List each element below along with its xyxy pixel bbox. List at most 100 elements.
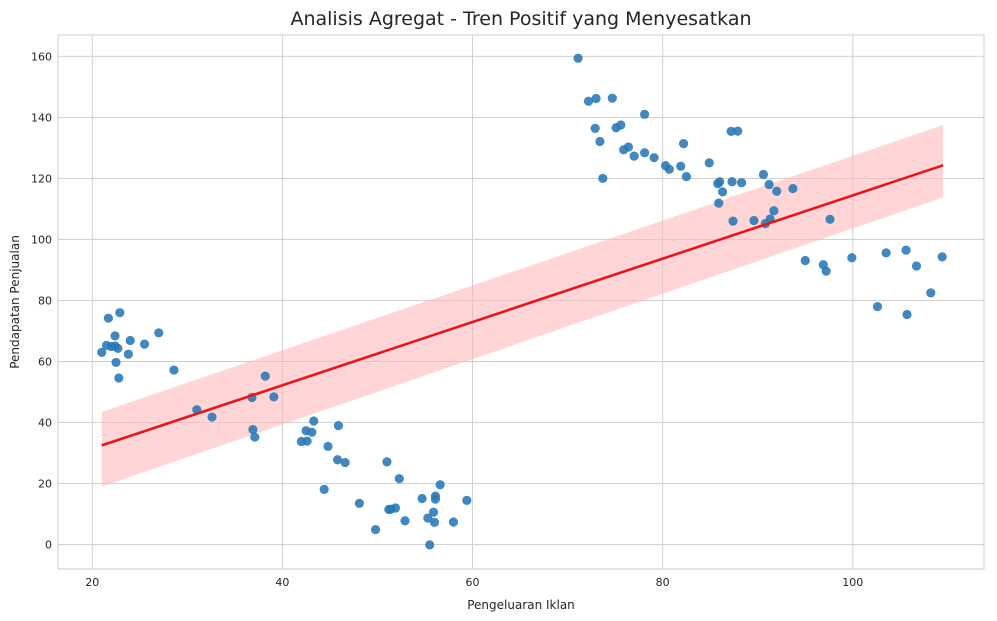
data-point — [639, 148, 650, 158]
data-point — [926, 288, 936, 298]
data-point — [764, 179, 774, 190]
x-tick-label: 40 — [275, 576, 289, 589]
chart-title: Analisis Agregat - Tren Positif yang Men… — [290, 8, 751, 30]
data-point — [649, 153, 659, 163]
data-point — [323, 441, 333, 451]
plot-frame — [57, 34, 985, 570]
data-point — [714, 198, 724, 208]
data-point — [115, 308, 125, 318]
data-points — [97, 53, 947, 550]
y-tick-label: 140 — [31, 111, 52, 124]
data-point — [382, 457, 392, 467]
data-point — [269, 392, 279, 402]
data-point — [435, 480, 445, 490]
data-point — [302, 436, 312, 446]
x-tick-label: 60 — [466, 576, 480, 589]
data-point — [616, 120, 626, 130]
data-point — [800, 255, 810, 266]
data-point — [370, 525, 381, 535]
data-point — [664, 164, 674, 174]
data-point — [733, 126, 743, 136]
data-point — [726, 126, 736, 137]
data-point — [333, 420, 344, 431]
data-point — [749, 215, 759, 226]
data-point — [425, 540, 435, 550]
data-point — [430, 491, 441, 501]
data-point — [123, 349, 133, 359]
data-point — [715, 177, 725, 187]
data-point — [340, 457, 350, 468]
data-point — [902, 309, 912, 320]
data-point — [113, 343, 123, 353]
y-tick-label: 40 — [38, 417, 52, 430]
data-point — [429, 517, 440, 527]
data-point — [591, 93, 601, 104]
x-tick-label: 80 — [656, 576, 670, 589]
data-point — [676, 161, 686, 171]
y-tick-label: 100 — [31, 233, 52, 246]
data-point — [309, 416, 319, 426]
data-point — [727, 177, 737, 187]
data-point — [428, 507, 439, 517]
data-point — [772, 186, 782, 196]
data-point — [595, 136, 605, 147]
data-point — [423, 513, 433, 523]
x-tick-label: 20 — [85, 576, 99, 589]
data-point — [110, 331, 120, 341]
data-point — [728, 216, 738, 226]
x-tick-labels: 20 40 60 80 100 — [85, 576, 863, 589]
data-point — [872, 301, 883, 312]
y-tick-label: 60 — [38, 356, 52, 369]
data-point — [448, 517, 459, 527]
y-tick-label: 0 — [45, 539, 52, 552]
data-point — [573, 53, 583, 63]
data-point — [307, 427, 317, 437]
y-tick-label: 80 — [38, 294, 52, 307]
data-point — [717, 187, 728, 197]
y-tick-label: 20 — [38, 478, 52, 491]
data-point — [847, 253, 857, 263]
data-point — [390, 503, 401, 513]
y-tick-label: 120 — [31, 172, 52, 185]
y-axis-label: Pendapatan Penjualan — [8, 235, 22, 369]
data-point — [758, 169, 769, 180]
data-point — [937, 252, 947, 262]
data-point — [590, 123, 600, 133]
data-point — [607, 93, 617, 103]
data-point — [639, 109, 650, 119]
data-point — [114, 373, 124, 383]
data-point — [825, 214, 835, 224]
y-tick-label: 160 — [31, 50, 52, 63]
data-point — [103, 313, 113, 323]
data-point — [139, 339, 150, 349]
data-point — [911, 261, 922, 271]
data-point — [681, 171, 692, 182]
data-point — [821, 266, 831, 276]
data-point — [417, 493, 427, 504]
data-point — [583, 96, 594, 106]
data-point — [629, 151, 639, 161]
data-point — [319, 484, 329, 494]
regression-line — [101, 164, 944, 447]
x-tick-label: 100 — [842, 576, 863, 589]
data-point — [598, 173, 608, 184]
data-point — [769, 206, 779, 216]
data-point — [111, 357, 121, 368]
data-point — [881, 248, 891, 258]
data-point — [788, 183, 798, 194]
x-axis-label: Pengeluaran Iklan — [467, 598, 575, 612]
data-point — [125, 335, 135, 346]
data-point — [704, 158, 714, 168]
data-point — [260, 371, 270, 381]
y-tick-labels: 0 20 40 60 80 100 120 140 160 — [31, 50, 52, 551]
data-point — [736, 178, 747, 188]
data-point — [623, 142, 634, 152]
data-point — [332, 455, 343, 465]
data-point — [97, 347, 107, 357]
data-point — [400, 516, 410, 526]
data-point — [248, 424, 258, 435]
data-point — [207, 412, 217, 422]
data-point — [462, 495, 472, 505]
data-point — [250, 432, 260, 442]
